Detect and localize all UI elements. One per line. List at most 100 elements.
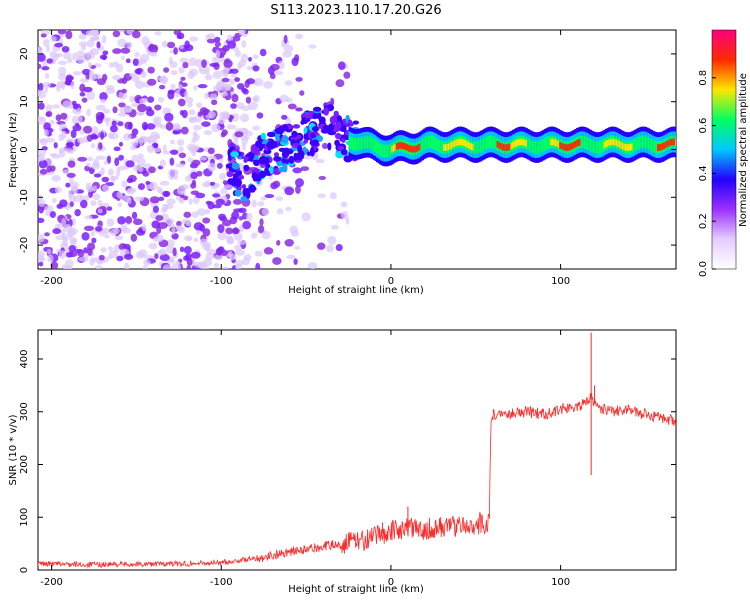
spectrogram-cell (62, 169, 70, 174)
spectrogram-cell (107, 254, 113, 260)
spectrogram-cell (284, 238, 294, 247)
spectrogram-ytick-label: 10 (19, 95, 30, 108)
spectrogram-ridge-inner (354, 138, 357, 151)
spectrogram-ridge-inner (359, 137, 362, 150)
spectrogram-cell (129, 95, 135, 103)
spectrogram-cell (253, 158, 260, 167)
spectrogram-cell (41, 66, 50, 71)
spectrogram-cell (337, 61, 346, 71)
spectrogram-ridge-core (566, 144, 570, 151)
spectrogram-cell (187, 101, 193, 108)
spectrogram-cell (215, 198, 225, 206)
spectrogram-cell (207, 33, 215, 39)
spectrogram-cell (238, 174, 245, 180)
spectrogram-ytick-label: 20 (19, 48, 30, 61)
spectrogram-cell (56, 82, 61, 92)
spectrogram-xtick-label: 0 (388, 276, 394, 287)
spectrogram-ridge-inner (369, 136, 373, 150)
colorbar-label: Normalized spectral amplitude (738, 73, 749, 227)
spectrogram-cell (83, 195, 90, 201)
spectrogram-cell (73, 195, 83, 203)
spectrogram-cell (301, 116, 307, 122)
spectrogram-ridge-inner (583, 135, 586, 149)
spectrogram-cell (174, 89, 180, 98)
spectrogram-cell (102, 55, 107, 61)
spectrogram-ridge-core (563, 143, 567, 151)
spectrogram-cell (61, 81, 66, 90)
spectrogram-ridge-inner (430, 135, 434, 149)
spectrogram-cell (226, 124, 237, 130)
spectrogram-cell (287, 103, 297, 110)
spectrogram-cell (78, 41, 89, 47)
spectrogram-ridge-inner (536, 141, 539, 154)
spectrogram-ridge-inner (646, 136, 649, 150)
spectrogram-cell (220, 131, 226, 138)
spectrogram-ridge-core (449, 142, 452, 150)
spectrogram-cell (333, 110, 339, 117)
spectrogram-cell (243, 156, 249, 161)
spectrogram-cell (222, 180, 228, 185)
spectrogram-ridge-inner (640, 135, 643, 149)
spectrogram-cell (146, 123, 156, 130)
spectrogram-ridge-inner (438, 139, 441, 153)
spectrogram-cell (203, 130, 213, 136)
snr-panel: -200 -100 0 100 0 100 200 300 400 Height of str… (8, 329, 677, 595)
spectrogram-cell (325, 244, 335, 253)
spectrogram-ridge-inner (356, 138, 359, 151)
snr-xtick-label: 100 (551, 577, 570, 588)
spectrogram-cell (51, 154, 61, 159)
spectrogram-ridge-core (450, 141, 454, 149)
spectrogram-ridge-core (556, 140, 559, 147)
spectrogram-cell (134, 68, 142, 74)
spectrogram-ridge-core (571, 142, 574, 150)
spectrogram-cell (131, 211, 138, 220)
spectrogram-cell (52, 53, 59, 61)
spectrogram-cell (274, 70, 284, 76)
spectrogram-cell (278, 166, 286, 173)
spectrogram-ridge-core (606, 139, 609, 147)
spectrogram-ridge-inner (652, 139, 655, 153)
spectrogram-cell (68, 190, 73, 199)
spectrogram-ridge-core (498, 141, 501, 149)
spectrogram-cell (98, 254, 105, 261)
spectrogram-cell (259, 218, 264, 226)
spectrogram-ridge-inner (638, 136, 641, 149)
spectrogram-ridge-core (505, 144, 509, 151)
spectrogram-cell (158, 188, 164, 195)
spectrogram-ridge-core (507, 143, 510, 151)
spectrogram-ridge-core (455, 139, 458, 147)
spectrogram-cell (76, 50, 85, 59)
spectrogram-cell (250, 144, 257, 154)
spectrogram-cell (146, 144, 154, 154)
spectrogram-cell (290, 229, 299, 237)
spectrogram-ridge-core (408, 144, 411, 152)
spectrogram-ridge-core (518, 138, 521, 146)
spectrogram-cell (72, 71, 82, 76)
spectrogram-cell (100, 247, 107, 253)
spectrogram-cell (112, 106, 118, 114)
spectrogram-cell (220, 249, 228, 257)
spectrogram-cell (188, 145, 198, 154)
spectrogram-ridge-core (513, 140, 516, 148)
spectrogram-ridge-inner (592, 140, 596, 154)
spectrogram-cell (177, 98, 186, 107)
spectrogram-ridge-core (615, 139, 618, 147)
spectrogram-ridge-inner (382, 144, 385, 157)
spectrogram-cell (341, 149, 348, 156)
spectrogram-cell (257, 200, 265, 207)
spectrogram-ridge-inner (424, 136, 428, 150)
spectrogram-ridge-inner (649, 138, 652, 151)
spectrogram-cell (192, 130, 198, 138)
spectrogram-cell (90, 142, 95, 149)
spectrogram-cell (241, 184, 247, 189)
spectrogram-cell (80, 44, 87, 51)
spectrogram-ridge-inner (537, 141, 541, 154)
spectrogram-cell (44, 205, 54, 213)
spectrogram-cell (79, 199, 88, 209)
spectrogram-cell (65, 142, 75, 148)
spectrogram-cell (205, 114, 213, 119)
spectrogram-cell (101, 73, 108, 82)
spectrogram-cell (261, 207, 270, 216)
spectrogram-cell (167, 89, 176, 95)
spectrogram-cell (297, 144, 303, 153)
